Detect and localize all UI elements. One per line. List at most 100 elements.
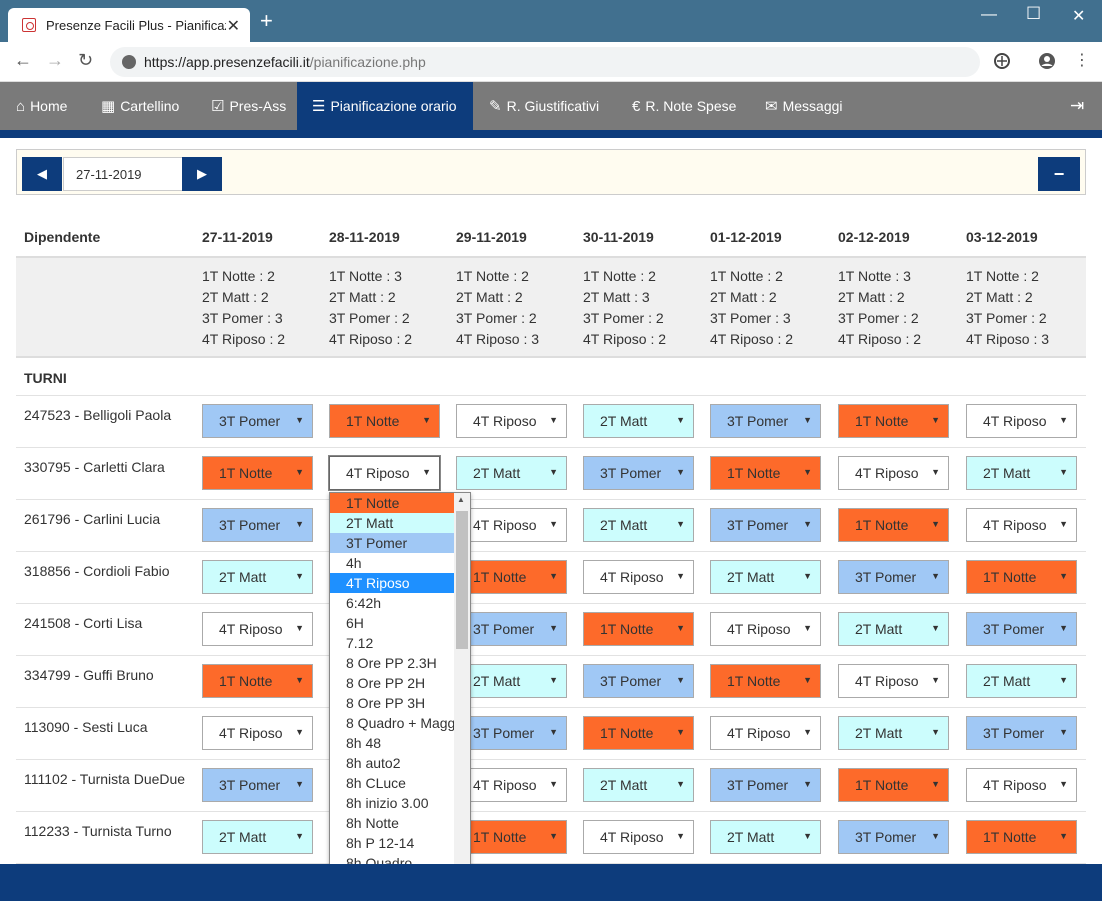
- shift-select[interactable]: 2T Matt ▼: [966, 664, 1077, 698]
- dropdown-option[interactable]: 1T Notte: [330, 493, 454, 513]
- new-tab-icon[interactable]: +: [260, 8, 273, 33]
- shift-select[interactable]: 4T Riposo ▼: [456, 508, 567, 542]
- dropdown-option[interactable]: 6:42h: [346, 595, 382, 611]
- shift-select[interactable]: 2T Matt ▼: [966, 456, 1077, 490]
- browser-tab[interactable]: Presenze Facili Plus - Pianificazione ✕: [8, 8, 250, 42]
- shift-select[interactable]: 2T Matt ▼: [710, 820, 821, 854]
- shift-select[interactable]: 2T Matt ▼: [583, 768, 694, 802]
- nav-giustificativi[interactable]: ✎ R. Giustificativi: [489, 98, 600, 115]
- nav-pres-ass[interactable]: ☑ Pres-Ass: [211, 98, 287, 115]
- forward-icon[interactable]: →: [46, 50, 64, 70]
- shift-select[interactable]: 3T Pomer ▼: [202, 768, 313, 802]
- dropdown-option[interactable]: 4h: [346, 555, 362, 571]
- shift-select[interactable]: 3T Pomer ▼: [966, 716, 1077, 750]
- extension-icon[interactable]: [993, 52, 1011, 70]
- scroll-up-icon[interactable]: ▲: [457, 495, 465, 504]
- shift-select[interactable]: 2T Matt ▼: [583, 508, 694, 542]
- dropdown-option[interactable]: 3T Pomer: [330, 533, 454, 553]
- reload-icon[interactable]: ↻: [78, 50, 94, 70]
- dropdown-option[interactable]: 8 Quadro + Magg: [346, 715, 454, 731]
- address-bar[interactable]: https://app.presenzefacili.it/pianificaz…: [110, 47, 980, 77]
- shift-select[interactable]: 1T Notte ▼: [202, 456, 313, 490]
- shift-select[interactable]: 1T Notte ▼: [966, 820, 1077, 854]
- dropdown-option[interactable]: 8 Ore PP 2H: [346, 675, 426, 691]
- nav-home[interactable]: ⌂ Home: [16, 97, 68, 115]
- shift-select[interactable]: 1T Notte ▼: [710, 664, 821, 698]
- shift-select[interactable]: 1T Notte ▼: [456, 560, 567, 594]
- dropdown-option[interactable]: 8h auto2: [346, 755, 401, 771]
- collapse-button[interactable]: −: [1038, 157, 1080, 191]
- dropdown-option[interactable]: 8h Notte: [346, 815, 399, 831]
- shift-select[interactable]: 4T Riposo ▼: [456, 768, 567, 802]
- shift-select[interactable]: 1T Notte ▼: [329, 404, 440, 438]
- shift-select[interactable]: 1T Notte ▼: [583, 716, 694, 750]
- nav-note-spese[interactable]: € R. Note Spese: [632, 97, 737, 115]
- date-input[interactable]: 27-11-2019: [63, 157, 183, 191]
- shift-select[interactable]: 4T Riposo ▼: [710, 612, 821, 646]
- shift-select[interactable]: 1T Notte ▼: [966, 560, 1077, 594]
- nav-cartellino[interactable]: ▦ Cartellino: [101, 98, 180, 115]
- dropdown-option[interactable]: 6H: [346, 615, 364, 631]
- shift-select[interactable]: 2T Matt ▼: [456, 664, 567, 698]
- shift-select[interactable]: 1T Notte ▼: [838, 768, 949, 802]
- next-week-button[interactable]: ▶: [182, 157, 222, 191]
- shift-select[interactable]: 3T Pomer ▼: [710, 768, 821, 802]
- shift-select[interactable]: 3T Pomer ▼: [456, 716, 567, 750]
- shift-select[interactable]: 2T Matt ▼: [710, 560, 821, 594]
- shift-select[interactable]: 3T Pomer ▼: [202, 404, 313, 438]
- shift-select[interactable]: 4T Riposo ▼: [456, 404, 567, 438]
- maximize-icon[interactable]: ☐: [1026, 4, 1042, 23]
- shift-select[interactable]: 4T Riposo ▼: [838, 456, 949, 490]
- nav-pianificazione[interactable]: ☰ Pianificazione orario: [297, 82, 473, 130]
- shift-select[interactable]: 2T Matt ▼: [202, 820, 313, 854]
- shift-select[interactable]: 2T Matt ▼: [202, 560, 313, 594]
- menu-icon[interactable]: ⋮: [1074, 52, 1090, 69]
- shift-select[interactable]: 4T Riposo ▼: [583, 560, 694, 594]
- dropdown-option[interactable]: 4T Riposo: [330, 573, 454, 593]
- shift-select[interactable]: 2T Matt ▼: [583, 404, 694, 438]
- shift-select[interactable]: 3T Pomer ▼: [583, 664, 694, 698]
- shift-select[interactable]: 1T Notte ▼: [456, 820, 567, 854]
- shift-select[interactable]: 4T Riposo ▼: [583, 820, 694, 854]
- shift-select[interactable]: 2T Matt ▼: [838, 716, 949, 750]
- shift-select[interactable]: 4T Riposo ▼: [328, 455, 441, 491]
- shift-select[interactable]: 3T Pomer ▼: [710, 404, 821, 438]
- shift-select[interactable]: 4T Riposo ▼: [838, 664, 949, 698]
- shift-select[interactable]: 4T Riposo ▼: [966, 768, 1077, 802]
- profile-icon[interactable]: [1038, 52, 1056, 70]
- shift-select[interactable]: 2T Matt ▼: [838, 612, 949, 646]
- shift-select[interactable]: 4T Riposo ▼: [202, 612, 313, 646]
- shift-select[interactable]: 1T Notte ▼: [838, 508, 949, 542]
- dropdown-option[interactable]: 8h 48: [346, 735, 382, 751]
- shift-select[interactable]: 1T Notte ▼: [202, 664, 313, 698]
- shift-select[interactable]: 3T Pomer ▼: [838, 820, 949, 854]
- dropdown-option[interactable]: 8h CLuce: [346, 775, 406, 791]
- site-info-icon[interactable]: [122, 55, 136, 69]
- dropdown-option[interactable]: 8 Ore PP 3H: [346, 695, 426, 711]
- window-close-icon[interactable]: ✕: [1072, 8, 1086, 25]
- dropdown-scrollbar[interactable]: ▲ ▼: [454, 493, 470, 893]
- shift-select[interactable]: 1T Notte ▼: [710, 456, 821, 490]
- prev-week-button[interactable]: ◀: [22, 157, 62, 191]
- shift-select[interactable]: 3T Pomer ▼: [710, 508, 821, 542]
- minimize-icon[interactable]: —: [981, 6, 997, 23]
- close-tab-icon[interactable]: ✕: [226, 18, 240, 35]
- shift-select[interactable]: 1T Notte ▼: [838, 404, 949, 438]
- shift-select[interactable]: 4T Riposo ▼: [966, 508, 1077, 542]
- shift-select[interactable]: 3T Pomer ▼: [838, 560, 949, 594]
- shift-select[interactable]: 4T Riposo ▼: [966, 404, 1077, 438]
- dropdown-option[interactable]: 8h inizio 3.00: [346, 795, 429, 811]
- scrollbar-thumb[interactable]: [456, 511, 468, 649]
- shift-select[interactable]: 3T Pomer ▼: [202, 508, 313, 542]
- dropdown-option[interactable]: 8 Ore PP 2.3H: [346, 655, 437, 671]
- shift-select[interactable]: 2T Matt ▼: [456, 456, 567, 490]
- shift-dropdown-list[interactable]: 1T Notte 2T Matt 3T Pomer 4h 4T Riposo 6:42h 6…: [329, 492, 471, 894]
- shift-select[interactable]: 1T Notte ▼: [583, 612, 694, 646]
- back-icon[interactable]: ←: [14, 50, 32, 70]
- shift-select[interactable]: 3T Pomer ▼: [966, 612, 1077, 646]
- dropdown-option[interactable]: 8h P 12-14: [346, 835, 415, 851]
- nav-messaggi[interactable]: ✉ Messaggi: [765, 98, 843, 115]
- dropdown-option[interactable]: 7.12: [346, 635, 374, 651]
- shift-select[interactable]: 4T Riposo ▼: [202, 716, 313, 750]
- shift-select[interactable]: 4T Riposo ▼: [710, 716, 821, 750]
